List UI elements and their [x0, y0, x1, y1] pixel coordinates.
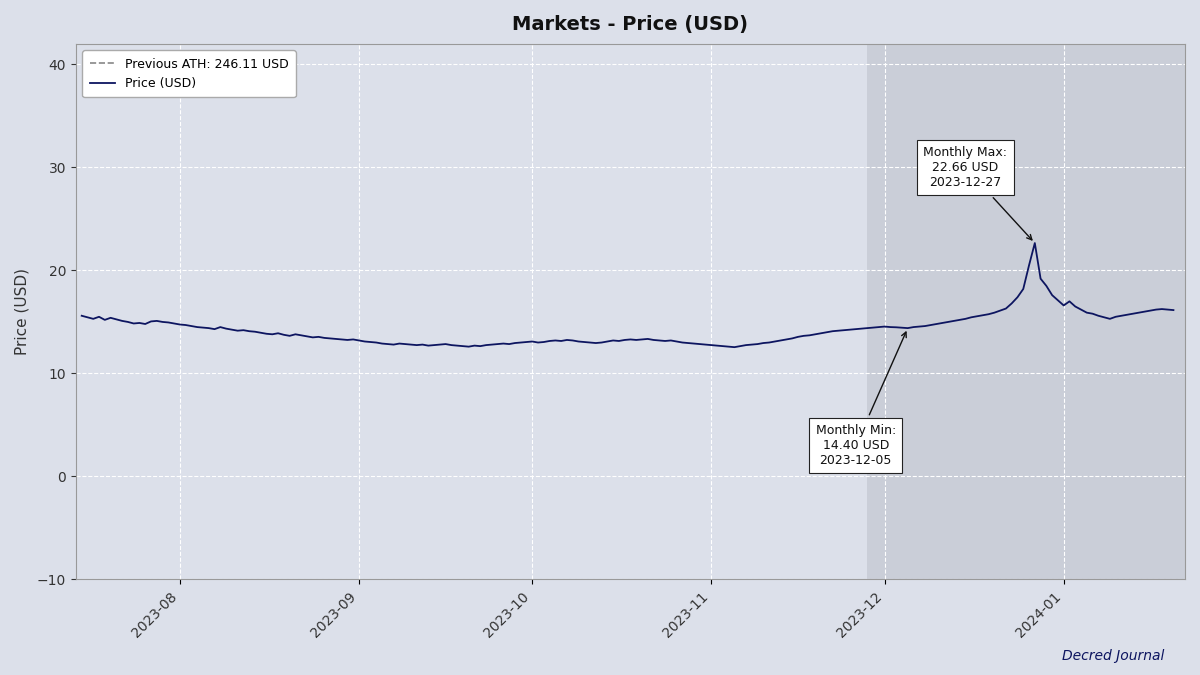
Text: Monthly Max:
22.66 USD
2023-12-27: Monthly Max: 22.66 USD 2023-12-27 [924, 146, 1032, 240]
Bar [868, 44, 1186, 579]
Title: Markets - Price (USD): Markets - Price (USD) [512, 15, 749, 34]
Legend: Previous ATH: 246.11 USD, Price (USD): Previous ATH: 246.11 USD, Price (USD) [82, 50, 296, 97]
Text: Decred Journal: Decred Journal [1062, 649, 1164, 663]
Text: Monthly Min:
14.40 USD
2023-12-05: Monthly Min: 14.40 USD 2023-12-05 [816, 332, 906, 467]
Y-axis label: Price (USD): Price (USD) [14, 268, 30, 355]
